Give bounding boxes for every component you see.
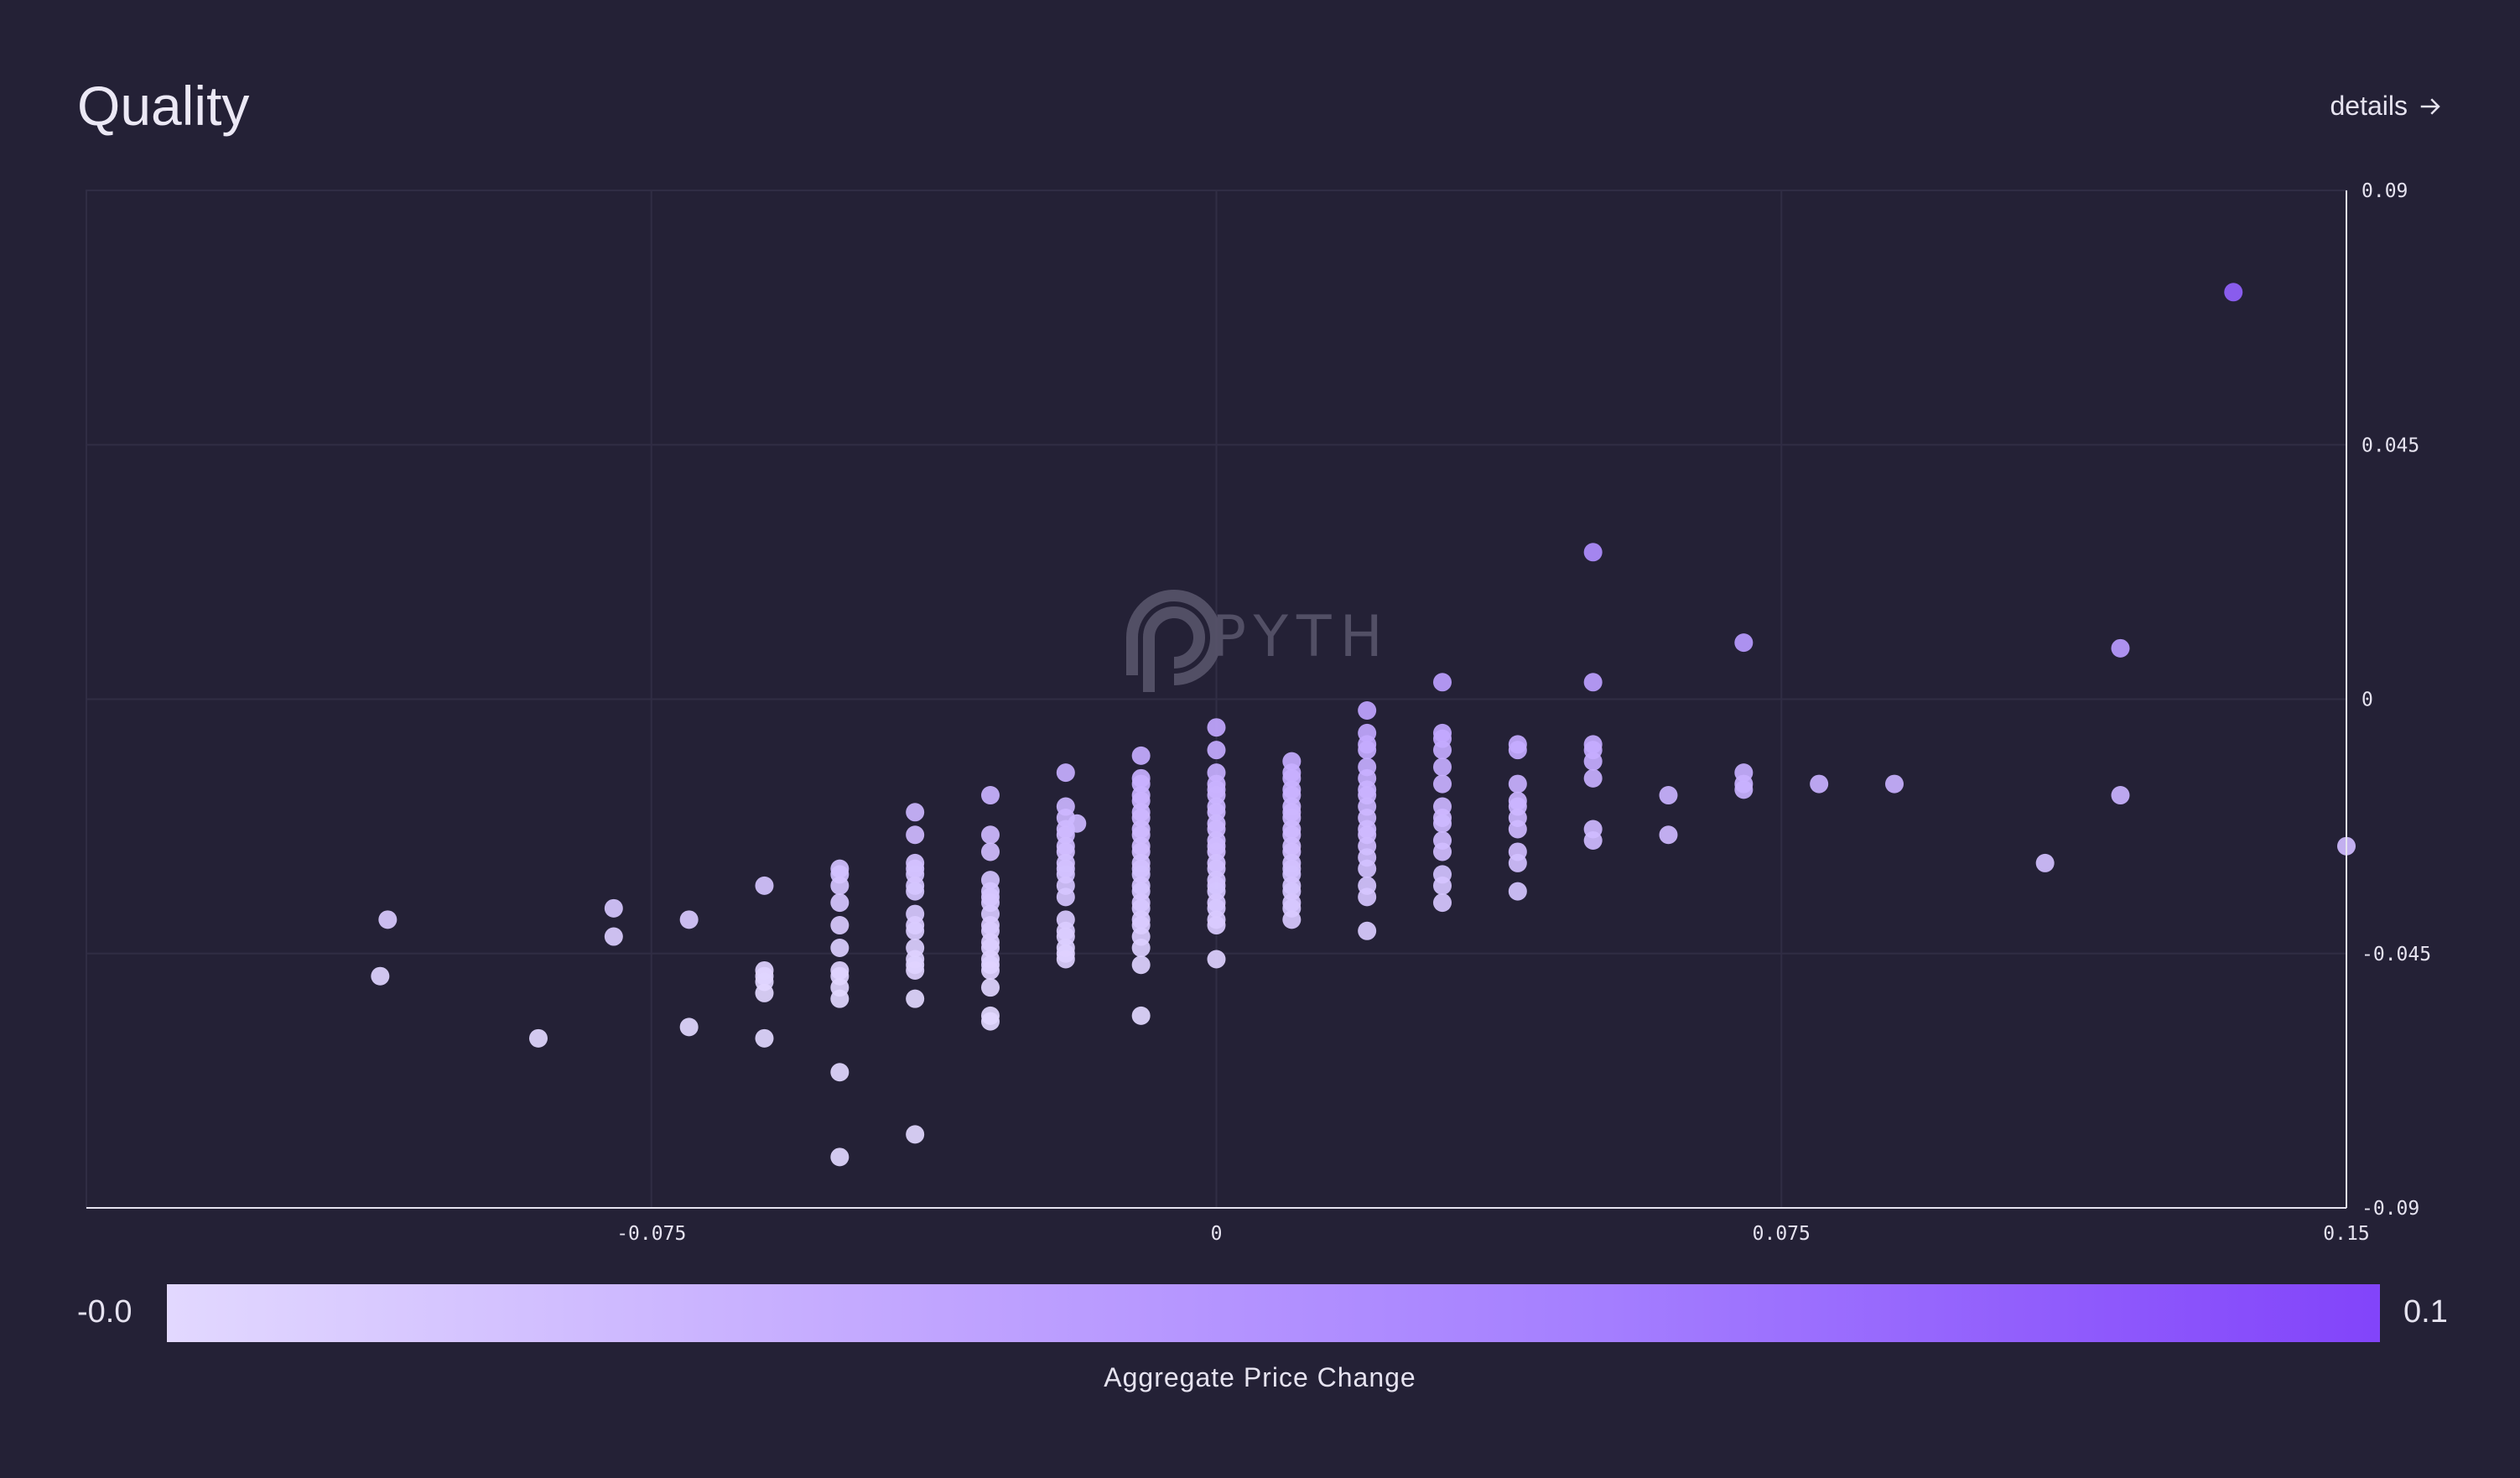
- y-tick-label: -0.045: [2362, 944, 2431, 965]
- arrow-right-icon: [2420, 97, 2440, 115]
- data-point: [1131, 746, 1151, 765]
- data-point: [1659, 825, 1678, 845]
- data-point: [1282, 910, 1302, 929]
- data-point: [981, 842, 1000, 861]
- y-tick-label: 0: [2362, 690, 2373, 711]
- data-point: [906, 921, 925, 940]
- data-point: [604, 898, 623, 918]
- data-point: [1433, 876, 1452, 895]
- data-point: [1358, 859, 1377, 878]
- data-point: [1508, 882, 1527, 901]
- details-link[interactable]: details: [2330, 91, 2444, 122]
- data-point: [1358, 887, 1377, 907]
- data-point: [1508, 853, 1527, 872]
- data-point: [1056, 950, 1075, 969]
- x-tick-label: 0.075: [1753, 1223, 1811, 1245]
- data-point: [981, 978, 1000, 997]
- data-point: [830, 876, 850, 895]
- data-point: [529, 1028, 548, 1048]
- data-point: [755, 1028, 774, 1048]
- data-point: [981, 1012, 1000, 1031]
- details-label: details: [2330, 91, 2408, 121]
- data-point: [1583, 768, 1603, 788]
- grid: [86, 190, 2347, 1209]
- data-point: [906, 825, 925, 845]
- data-point: [679, 1017, 699, 1037]
- data-point: [1583, 543, 1603, 562]
- data-point: [1358, 921, 1377, 940]
- data-point: [1583, 830, 1603, 850]
- data-point: [1433, 741, 1452, 760]
- data-point: [1433, 774, 1452, 794]
- data-point: [1207, 916, 1226, 935]
- data-point: [1068, 814, 1087, 833]
- data-point: [906, 803, 925, 822]
- axes: -0.075 0 0.075 0.15 0.09 0.045 0 -0.045 -0.09: [86, 180, 2431, 1245]
- data-point: [981, 786, 1000, 805]
- colorbar: [167, 1284, 2380, 1342]
- data-point: [830, 1063, 850, 1082]
- data-point: [2111, 638, 2130, 658]
- data-point: [906, 960, 925, 980]
- data-point: [1885, 774, 1904, 794]
- data-point: [1433, 757, 1452, 777]
- data-point: [981, 825, 1000, 845]
- data-point: [906, 989, 925, 1008]
- points: [371, 283, 2356, 1167]
- data-point: [906, 882, 925, 901]
- data-point: [1734, 780, 1754, 799]
- data-point: [2035, 853, 2055, 872]
- data-point: [2224, 283, 2243, 302]
- page-title: Quality: [77, 75, 250, 137]
- data-point: [755, 983, 774, 1002]
- data-point: [1508, 820, 1527, 839]
- data-point: [1056, 763, 1075, 783]
- data-point: [1358, 741, 1377, 760]
- colorbar-max-label: 0.1: [2403, 1294, 2448, 1330]
- data-point: [830, 893, 850, 913]
- data-point: [906, 1125, 925, 1144]
- data-point: [1131, 955, 1151, 975]
- data-point: [1131, 939, 1151, 958]
- data-point: [1056, 887, 1075, 907]
- data-point: [1131, 1006, 1151, 1025]
- data-point: [830, 1148, 850, 1167]
- data-point: [830, 939, 850, 958]
- colorbar-min-label: -0.0: [77, 1294, 132, 1330]
- data-point: [2111, 786, 2130, 805]
- data-point: [830, 916, 850, 935]
- data-point: [755, 876, 774, 895]
- data-point: [371, 966, 390, 986]
- data-point: [604, 927, 623, 946]
- pyth-watermark-logo: PYTH: [1126, 590, 1391, 692]
- data-point: [1734, 633, 1754, 653]
- data-point: [830, 989, 850, 1008]
- data-point: [1508, 741, 1527, 760]
- data-point: [1583, 673, 1603, 692]
- data-point: [1358, 700, 1377, 720]
- data-point: [1659, 786, 1678, 805]
- data-point: [1810, 774, 1829, 794]
- data-point: [1207, 718, 1226, 737]
- y-tick-label: 0.09: [2362, 180, 2408, 202]
- data-point: [981, 960, 1000, 980]
- y-tick-label: -0.09: [2362, 1198, 2419, 1220]
- data-point: [1583, 752, 1603, 771]
- data-point: [1207, 950, 1226, 969]
- data-point: [1433, 842, 1452, 861]
- data-point: [1433, 814, 1452, 833]
- colorbar-title: Aggregate Price Change: [1104, 1362, 1416, 1392]
- data-point: [679, 910, 699, 929]
- data-point: [1433, 893, 1452, 913]
- y-tick-label: 0.045: [2362, 435, 2419, 456]
- svg-text:PYTH: PYTH: [1212, 604, 1391, 670]
- data-point: [1433, 673, 1452, 692]
- x-tick-label: 0: [1211, 1223, 1223, 1245]
- x-tick-label: 0.15: [2323, 1223, 2369, 1245]
- x-tick-label: -0.075: [616, 1223, 686, 1245]
- data-point: [378, 910, 397, 929]
- data-point: [1207, 741, 1226, 760]
- data-point: [1508, 774, 1527, 794]
- scatter-chart: PYTH -0.075 0 0.075 0.150.090.0450-0.045-0.…: [86, 180, 2431, 1245]
